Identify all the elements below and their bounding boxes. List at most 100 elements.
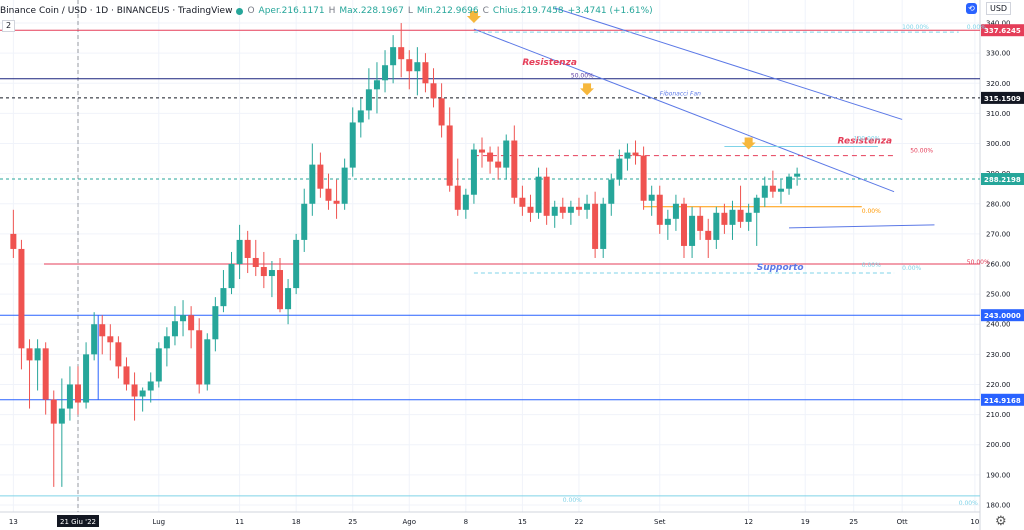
candle-body[interactable] bbox=[430, 83, 437, 99]
candle-body[interactable] bbox=[786, 176, 793, 189]
candle-body[interactable] bbox=[575, 206, 582, 210]
candle-body[interactable] bbox=[664, 218, 671, 225]
fib-fan-line-lower[interactable] bbox=[789, 224, 935, 229]
candle-body[interactable] bbox=[729, 209, 736, 225]
currency-select[interactable]: USD bbox=[986, 2, 1012, 15]
candle-body[interactable] bbox=[83, 354, 90, 403]
candle-body[interactable] bbox=[527, 206, 534, 213]
candle-body[interactable] bbox=[50, 399, 57, 424]
candle-body[interactable] bbox=[406, 59, 413, 72]
replay-icon[interactable]: ⟲ bbox=[966, 3, 977, 14]
candle-body[interactable] bbox=[479, 149, 485, 153]
candle-body[interactable] bbox=[220, 288, 227, 307]
candle-body[interactable] bbox=[18, 248, 25, 349]
candle-body[interactable] bbox=[196, 330, 203, 385]
candle-body[interactable] bbox=[26, 348, 33, 361]
candle-body[interactable] bbox=[180, 315, 187, 322]
candle-body[interactable] bbox=[309, 164, 316, 204]
candle-body[interactable] bbox=[511, 140, 518, 198]
candle-body[interactable] bbox=[204, 339, 211, 385]
candle-body[interactable] bbox=[373, 80, 380, 90]
candle-body[interactable] bbox=[697, 215, 704, 231]
candle-body[interactable] bbox=[519, 197, 526, 207]
candle-body[interactable] bbox=[139, 390, 146, 397]
candle-body[interactable] bbox=[753, 197, 760, 213]
candle-body[interactable] bbox=[559, 206, 566, 213]
candle-body[interactable] bbox=[155, 348, 162, 382]
candle-body[interactable] bbox=[624, 152, 631, 159]
candle-body[interactable] bbox=[761, 185, 768, 198]
fib-fan-line-upper[interactable] bbox=[554, 7, 903, 120]
candle-body[interactable] bbox=[721, 212, 728, 225]
candle-body[interactable] bbox=[648, 194, 655, 201]
candle-body[interactable] bbox=[107, 336, 114, 343]
candle-body[interactable] bbox=[470, 149, 477, 195]
candle-body[interactable] bbox=[608, 179, 615, 204]
candle-body[interactable] bbox=[171, 321, 178, 337]
candle-body[interactable] bbox=[91, 324, 98, 355]
candle-body[interactable] bbox=[681, 203, 687, 246]
candle-body[interactable] bbox=[301, 203, 308, 240]
candle-body[interactable] bbox=[365, 89, 372, 111]
candle-body[interactable] bbox=[75, 384, 81, 403]
candle-body[interactable] bbox=[163, 336, 170, 349]
candle-body[interactable] bbox=[260, 267, 267, 277]
candle-body[interactable] bbox=[58, 408, 65, 424]
candle-body[interactable] bbox=[277, 270, 283, 310]
candle-body[interactable] bbox=[252, 257, 259, 268]
candle-body[interactable] bbox=[672, 203, 679, 219]
candle-body[interactable] bbox=[131, 384, 138, 397]
candle-body[interactable] bbox=[777, 188, 784, 192]
candle-body[interactable] bbox=[454, 185, 461, 210]
indicator-count-badge[interactable]: 2 bbox=[2, 20, 16, 32]
candle-body[interactable] bbox=[123, 366, 130, 385]
candle-body[interactable] bbox=[228, 264, 235, 289]
candle-body[interactable] bbox=[357, 110, 364, 123]
candle-body[interactable] bbox=[446, 125, 453, 186]
candle-body[interactable] bbox=[115, 342, 122, 367]
candle-body[interactable] bbox=[99, 324, 106, 337]
symbol-title[interactable]: Binance Coin / USD · 1D · BINANCEUS · Tr… bbox=[0, 6, 233, 16]
candle-body[interactable] bbox=[632, 152, 639, 156]
candle-body[interactable] bbox=[769, 185, 776, 192]
settings-gear-icon[interactable]: ⚙ bbox=[995, 513, 1007, 528]
candle-body[interactable] bbox=[42, 348, 49, 400]
candle-body[interactable] bbox=[390, 47, 397, 66]
candle-body[interactable] bbox=[567, 206, 574, 213]
candle-body[interactable] bbox=[640, 155, 647, 201]
candle-body[interactable] bbox=[188, 315, 195, 331]
candle-body[interactable] bbox=[551, 206, 558, 216]
candle-body[interactable] bbox=[422, 62, 429, 84]
candle-body[interactable] bbox=[236, 239, 243, 264]
candle-body[interactable] bbox=[333, 200, 340, 204]
candle-body[interactable] bbox=[438, 98, 445, 126]
candle-body[interactable] bbox=[616, 158, 623, 180]
candle-body[interactable] bbox=[600, 203, 607, 249]
fib-fan-line[interactable] bbox=[473, 28, 895, 193]
candle-body[interactable] bbox=[737, 209, 744, 222]
candle-body[interactable] bbox=[503, 140, 510, 168]
candle-body[interactable] bbox=[66, 384, 73, 409]
candle-body[interactable] bbox=[462, 194, 469, 210]
candle-body[interactable] bbox=[745, 212, 752, 222]
candle-body[interactable] bbox=[713, 212, 720, 240]
candle-body[interactable] bbox=[689, 215, 696, 246]
candle-body[interactable] bbox=[584, 203, 591, 210]
candle-body[interactable] bbox=[535, 176, 542, 213]
candle-body[interactable] bbox=[487, 152, 494, 162]
candle-body[interactable] bbox=[382, 65, 389, 81]
candle-body[interactable] bbox=[293, 239, 300, 289]
candle-body[interactable] bbox=[349, 122, 356, 168]
candle-body[interactable] bbox=[341, 167, 348, 204]
candle-body[interactable] bbox=[317, 164, 324, 189]
candle-body[interactable] bbox=[244, 239, 251, 258]
candle-body[interactable] bbox=[592, 203, 599, 249]
candle-body[interactable] bbox=[268, 270, 275, 277]
candle-body[interactable] bbox=[398, 47, 405, 60]
candle-body[interactable] bbox=[285, 288, 292, 310]
candle-body[interactable] bbox=[10, 233, 17, 249]
candle-body[interactable] bbox=[212, 306, 219, 340]
candle-body[interactable] bbox=[147, 381, 154, 391]
candle-body[interactable] bbox=[705, 230, 712, 240]
